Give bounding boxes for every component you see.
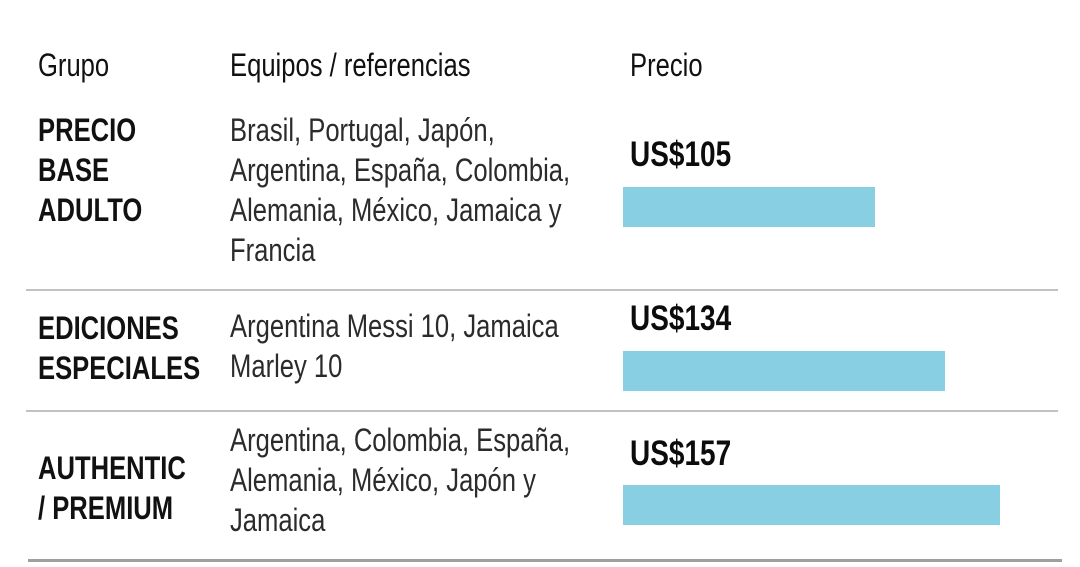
teams-list: Argentina, Colombia, España, Alemania, M… (230, 422, 571, 538)
bottom-rule (28, 559, 1062, 562)
price-bar (623, 351, 945, 391)
teams-list: Argentina Messi 10, Jamaica Marley 10 (230, 308, 559, 384)
price-bar (623, 485, 1000, 525)
price-value: US$134 (630, 299, 732, 338)
price-value: US$157 (630, 434, 732, 473)
teams-list: Brasil, Portugal, Japón, Argentina, Espa… (230, 112, 571, 268)
column-header-grupo: Grupo (38, 47, 110, 83)
group-name: EDICIONES ESPECIALES (38, 310, 201, 386)
row-divider (26, 410, 1058, 412)
column-header-equipos: Equipos / referencias (230, 47, 471, 83)
price-bar (623, 187, 875, 227)
group-name: PRECIO BASE ADULTO (38, 112, 143, 228)
row-divider (26, 289, 1058, 291)
group-name: AUTHENTIC / PREMIUM (38, 450, 186, 526)
column-header-precio: Precio (630, 47, 703, 83)
price-value: US$105 (630, 135, 732, 174)
